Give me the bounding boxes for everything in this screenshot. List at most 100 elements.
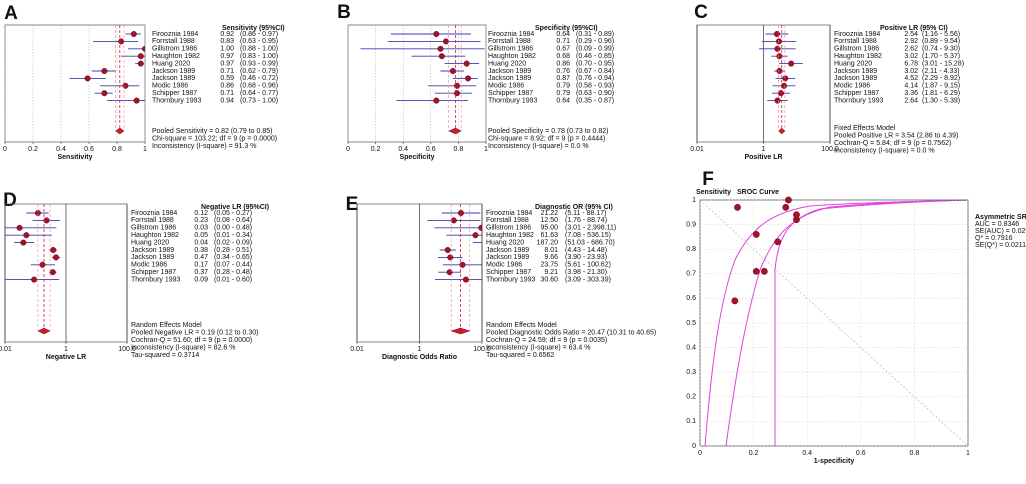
x-tick-label: 0.01 bbox=[0, 346, 12, 353]
study-name: Haughton 1982 bbox=[488, 53, 536, 60]
study-value: 95.00 bbox=[540, 225, 558, 232]
x-tick-label: 0.8 bbox=[910, 450, 920, 457]
study-point bbox=[776, 53, 783, 60]
study-name: Schipper 1987 bbox=[152, 90, 197, 97]
study-name: Huang 2020 bbox=[834, 60, 872, 67]
study-point bbox=[16, 224, 23, 231]
study-name: Jackson 1989 bbox=[131, 254, 174, 261]
y-tick-label: 0.2 bbox=[686, 394, 696, 401]
study-ci: (0.01 - 0.34) bbox=[214, 232, 252, 239]
summary-line: Tau-squared = 0.3714 bbox=[131, 352, 199, 359]
summary-line: Chi-square = 8.92; df = 9 (p = 0.4444) bbox=[488, 135, 605, 142]
sroc-ci-lower bbox=[704, 199, 969, 447]
study-ci: (0.74 - 9.30) bbox=[922, 46, 960, 53]
x-tick-label: 100.0 bbox=[821, 146, 839, 153]
study-point bbox=[137, 53, 144, 60]
study-value: 0.67 bbox=[556, 46, 570, 53]
study-name: Forrstall 1988 bbox=[488, 38, 531, 45]
panel-letter: E bbox=[346, 194, 359, 215]
summary-line: Cochran-Q = 51.60; df = 9 (p = 0.0000) bbox=[131, 337, 252, 344]
study-value: 0.71 bbox=[220, 90, 234, 97]
study-point bbox=[731, 297, 739, 305]
study-name: Modic 1986 bbox=[486, 262, 522, 269]
summary-line: Fixed Effects Model bbox=[834, 125, 896, 132]
study-value: 9.21 bbox=[544, 269, 558, 276]
study-value: 3.02 bbox=[904, 53, 918, 60]
study-value: 0.87 bbox=[556, 75, 570, 82]
study-point bbox=[782, 203, 790, 211]
study-point bbox=[130, 31, 137, 38]
study-point bbox=[785, 196, 792, 204]
study-name: Jackson 1989 bbox=[834, 75, 877, 82]
forest-marks bbox=[759, 25, 803, 135]
summary-line: Inconsistency (I-square) = 0.0 % bbox=[834, 147, 935, 154]
study-point bbox=[433, 31, 440, 38]
study-name: Haughton 1982 bbox=[131, 232, 179, 239]
summary-line: Pooled Specificity = 0.78 (0.73 to 0.82) bbox=[488, 128, 608, 135]
study-ci: (3.01 - 2,998.11) bbox=[565, 225, 616, 232]
study-point bbox=[447, 254, 454, 261]
study-ci: (1.16 - 5.56) bbox=[922, 31, 960, 38]
study-name: Modic 1986 bbox=[152, 83, 188, 90]
study-ci: (0.02 - 0.09) bbox=[214, 239, 252, 246]
study-ci: (0.93 - 0.99) bbox=[240, 60, 278, 67]
study-name: Forrstall 1988 bbox=[152, 38, 195, 45]
x-tick-label: 0.4 bbox=[398, 146, 408, 153]
x-tick-label: 0 bbox=[346, 146, 350, 153]
study-ci: (2.29 - 8.92) bbox=[922, 75, 960, 82]
study-value: 0.09 bbox=[194, 276, 208, 283]
study-value: 0.79 bbox=[556, 83, 570, 90]
study-name: Forrstall 1988 bbox=[131, 217, 174, 224]
study-name: Jackson 1989 bbox=[152, 68, 195, 75]
study-point bbox=[137, 60, 144, 67]
column-header: Positive LR (95% CI) bbox=[880, 25, 948, 32]
legend-line: SE(AUC) = 0.0296 bbox=[975, 228, 1026, 235]
plot-frame bbox=[347, 24, 487, 143]
study-name: Jackson 1989 bbox=[488, 68, 531, 75]
study-point bbox=[782, 75, 789, 82]
study-name: Firooznia 1984 bbox=[488, 31, 534, 38]
study-ci: (0.68 - 0.96) bbox=[240, 83, 278, 90]
study-ci: (0.07 - 0.44) bbox=[214, 262, 252, 269]
x-tick-label: 0.4 bbox=[56, 146, 66, 153]
study-name: Thornbury 1993 bbox=[834, 97, 884, 104]
column-header: Diagnostic OR (95% CI) bbox=[535, 204, 613, 211]
x-tick-label: 0.01 bbox=[350, 346, 364, 353]
x-tick-label: 0.8 bbox=[454, 146, 464, 153]
study-point bbox=[472, 232, 479, 239]
study-name: Haughton 1982 bbox=[486, 232, 534, 239]
study-value: 0.47 bbox=[194, 254, 208, 261]
study-ci: (0.63 - 0.90) bbox=[576, 90, 614, 97]
study-value: 0.92 bbox=[220, 31, 234, 38]
study-point bbox=[752, 267, 760, 275]
panel-letter: B bbox=[337, 2, 351, 23]
study-point bbox=[773, 31, 780, 38]
study-name: Jackson 1989 bbox=[834, 68, 877, 75]
study-point bbox=[437, 45, 444, 52]
panel-letter: D bbox=[3, 190, 17, 211]
study-value: 0.04 bbox=[194, 239, 208, 246]
study-ci: (5.11 - 88.17) bbox=[565, 210, 607, 217]
study-value: 4.14 bbox=[904, 83, 918, 90]
study-point bbox=[133, 97, 140, 104]
study-value: 0.94 bbox=[220, 97, 234, 104]
study-point bbox=[781, 82, 788, 89]
study-ci: (0.70 - 0.95) bbox=[576, 60, 614, 67]
study-value: 0.37 bbox=[194, 269, 208, 276]
x-tick-label: 1 bbox=[64, 346, 68, 353]
study-ci: (0.62 - 0.79) bbox=[240, 68, 278, 75]
study-ci: (0.83 - 1.00) bbox=[240, 53, 278, 60]
study-value: 6.78 bbox=[904, 60, 918, 67]
study-name: Huang 2020 bbox=[152, 60, 190, 67]
study-point bbox=[101, 90, 108, 97]
study-name: Modic 1986 bbox=[488, 83, 524, 90]
study-point bbox=[760, 267, 768, 275]
study-name: Firooznia 1984 bbox=[131, 210, 177, 217]
study-name: Haughton 1982 bbox=[152, 53, 200, 60]
study-ci: (0.73 - 1.00) bbox=[240, 97, 278, 104]
study-value: 0.38 bbox=[194, 247, 208, 254]
y-axis-label: Sensitivity bbox=[696, 189, 731, 196]
x-tick-label: 0.4 bbox=[802, 450, 812, 457]
study-ci: (1.76 - 88.74) bbox=[565, 217, 607, 224]
study-value: 0.79 bbox=[556, 90, 570, 97]
